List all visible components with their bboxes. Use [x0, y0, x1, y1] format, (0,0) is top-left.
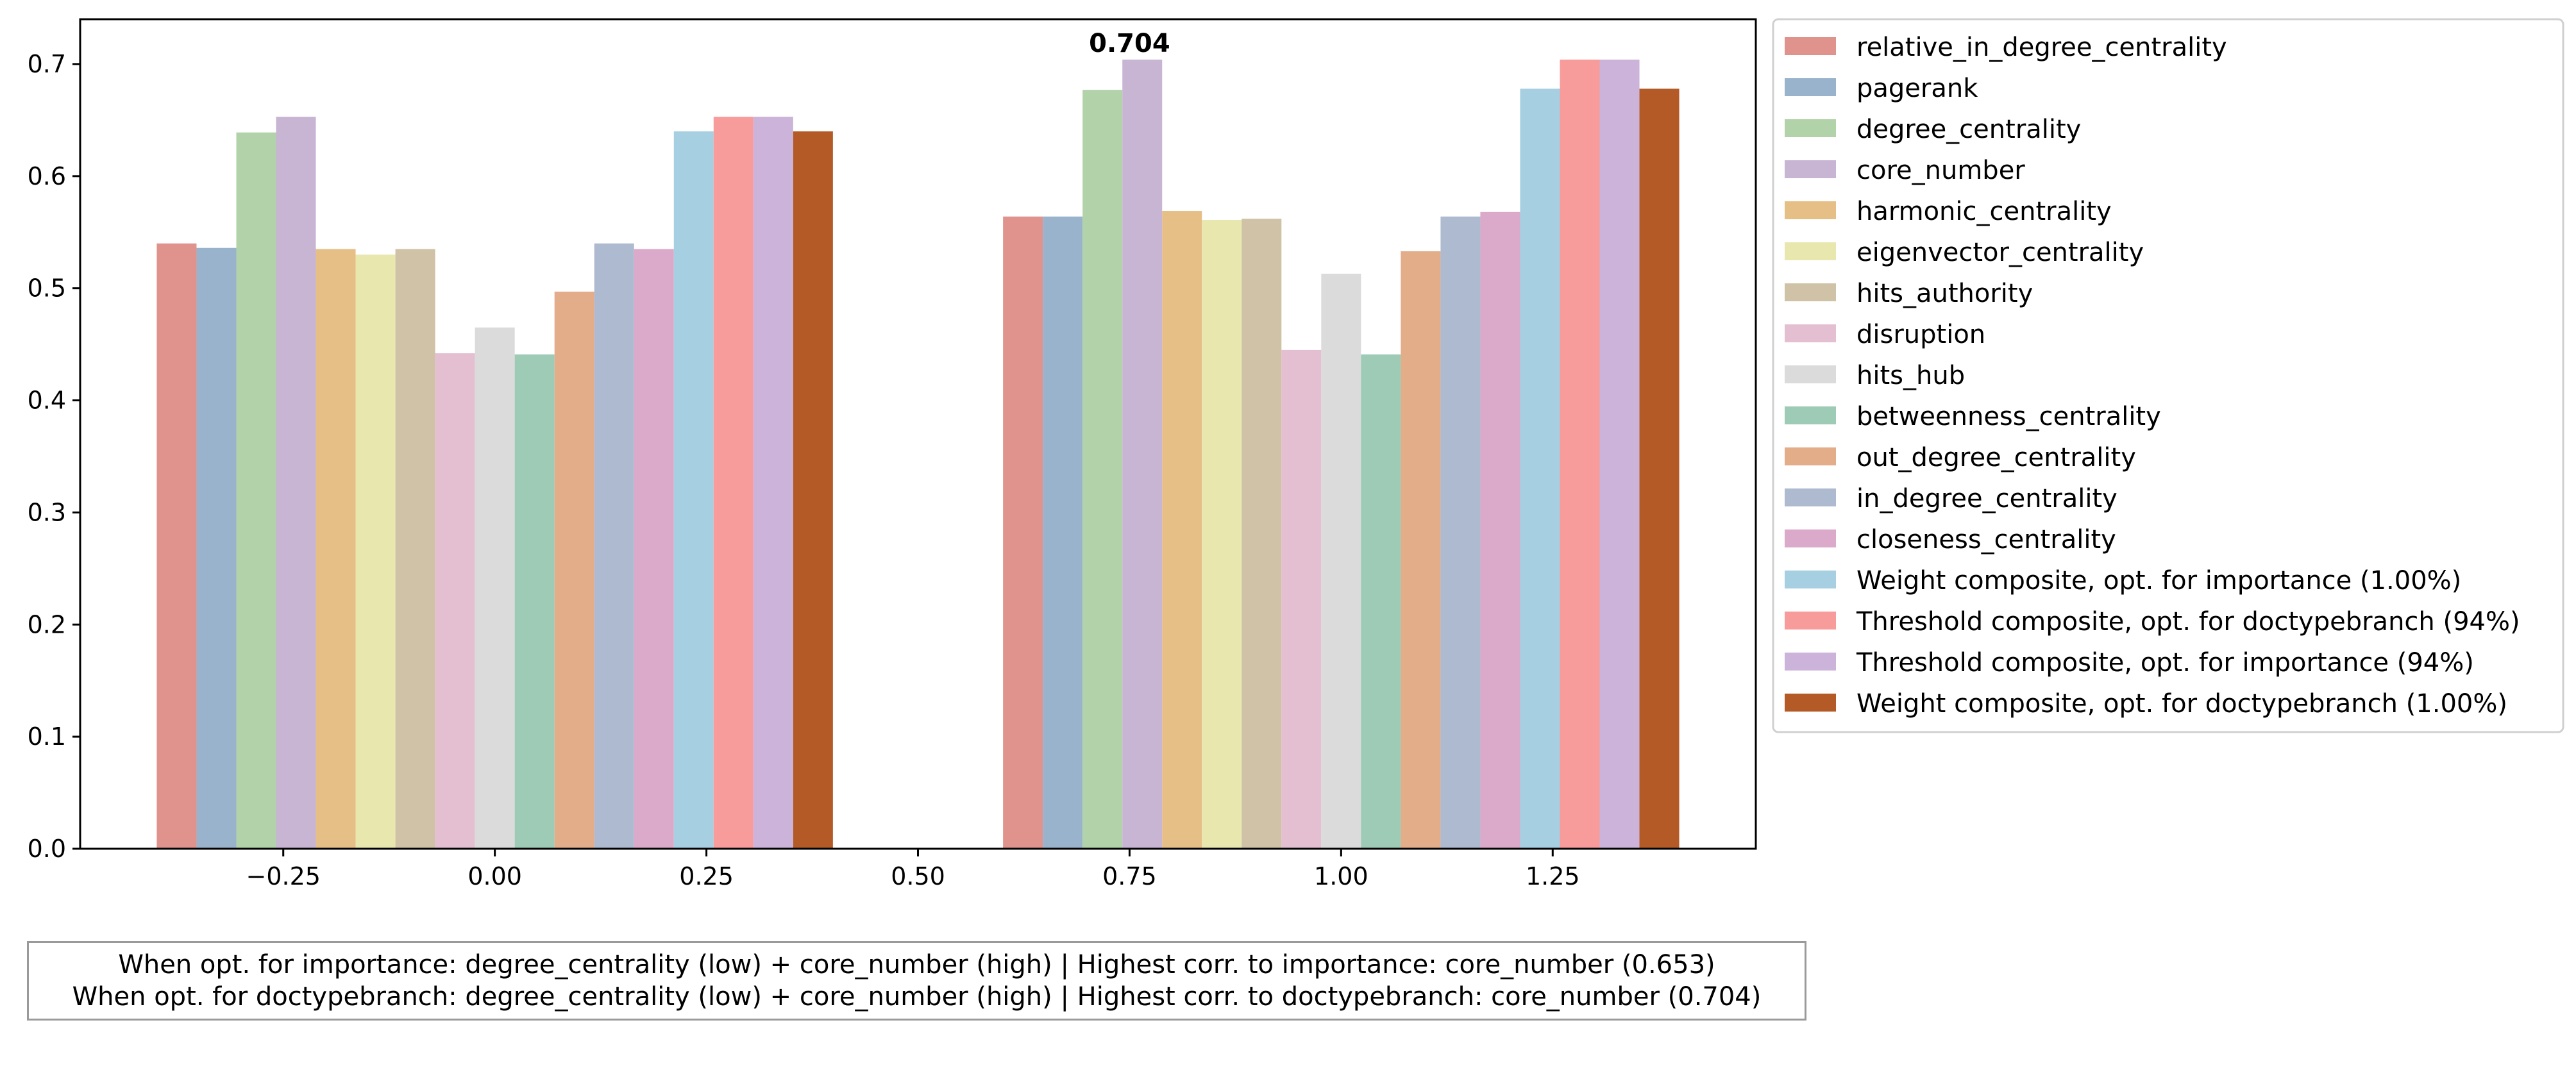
legend-label-disruption: disruption	[1856, 320, 1985, 349]
legend-label-threshold-composite-opt-for-importance-94: Threshold composite, opt. for importance…	[1856, 648, 2474, 678]
y-tick-label: 0.2	[28, 610, 66, 638]
summary-footnote: When opt. for importance: degree_central…	[27, 941, 1806, 1021]
legend-label-weight-composite-opt-for-importance-1-00: Weight composite, opt. for importance (1…	[1856, 566, 2461, 596]
x-tick-label: −0.25	[246, 862, 321, 890]
bar-degree-centrality-group-0	[236, 132, 276, 849]
legend-swatch-in-degree-centrality	[1785, 488, 1836, 506]
x-axis: −0.25 0.00 0.25 0.50 0.75 1.00 1.25	[246, 849, 1580, 890]
legend-label-pagerank: pagerank	[1856, 74, 1978, 103]
legend-box	[1772, 18, 2564, 733]
y-tick-label: 0.5	[28, 274, 66, 303]
legend-swatch-disruption	[1785, 324, 1836, 342]
legend-label-in-degree-centrality: in_degree_centrality	[1856, 484, 2117, 513]
legend-swatch-hits-hub	[1785, 365, 1836, 383]
bar-pagerank-group-0	[196, 247, 237, 849]
bar-in-degree-centrality-group-1	[1440, 216, 1481, 849]
bar-eigenvector-centrality-group-0	[355, 254, 396, 849]
bar-out-degree-centrality-group-0	[554, 291, 594, 849]
bar-threshold-composite-opt-for-doctypebranch-94-group-0	[713, 117, 753, 849]
bar-betweenness-centrality-group-0	[514, 354, 555, 849]
legend-label-threshold-composite-opt-for-doctypebranch-94: Threshold composite, opt. for doctypebra…	[1856, 607, 2520, 637]
bar-core-number-group-0	[276, 117, 316, 849]
legend-label-eigenvector-centrality: eigenvector_centrality	[1856, 238, 2144, 267]
legend-label-closeness-centrality: closeness_centrality	[1856, 525, 2116, 555]
legend-swatch-degree-centrality	[1785, 119, 1836, 137]
footnote-line-importance: When opt. for importance: degree_central…	[118, 950, 1715, 980]
footnote-line-doctypebranch: When opt. for doctypebranch: degree_cent…	[72, 982, 1762, 1012]
value-annotation: 0.704	[1089, 29, 1170, 58]
bar-pagerank-group-1	[1043, 216, 1083, 849]
y-tick-label: 0.6	[28, 162, 66, 190]
legend-swatch-weight-composite-opt-for-importance-1-00	[1785, 571, 1836, 588]
x-tick-label: 1.00	[1314, 862, 1368, 890]
x-tick-label: 0.00	[467, 862, 522, 890]
bar-threshold-composite-opt-for-doctypebranch-94-group-1	[1560, 59, 1600, 849]
bar-harmonic-centrality-group-0	[316, 249, 356, 849]
bar-disruption-group-0	[435, 353, 475, 849]
bars-layer	[156, 59, 1679, 849]
x-tick-label: 1.25	[1526, 862, 1580, 890]
bar-out-degree-centrality-group-1	[1401, 251, 1441, 849]
legend-swatch-threshold-composite-opt-for-importance-94	[1785, 653, 1836, 671]
legend-label-out-degree-centrality: out_degree_centrality	[1856, 443, 2136, 472]
legend-label-relative-in-degree-centrality: relative_in_degree_centrality	[1856, 33, 2227, 62]
bar-eigenvector-centrality-group-1	[1202, 220, 1242, 849]
bar-closeness-centrality-group-1	[1480, 212, 1520, 849]
legend-label-core-number: core_number	[1856, 156, 2025, 185]
legend-swatch-weight-composite-opt-for-doctypebranch-1-00	[1785, 694, 1836, 712]
legend-label-harmonic-centrality: harmonic_centrality	[1856, 197, 2112, 226]
legend-swatch-betweenness-centrality	[1785, 406, 1836, 424]
bar-degree-centrality-group-1	[1082, 90, 1123, 849]
legend-swatch-threshold-composite-opt-for-doctypebranch-94	[1785, 612, 1836, 630]
legend-label-betweenness-centrality: betweenness_centrality	[1856, 402, 2161, 431]
bar-threshold-composite-opt-for-importance-94-group-1	[1599, 59, 1640, 849]
y-tick-label: 0.4	[28, 387, 66, 415]
legend: relative_in_degree_centrality pagerank deg…	[1772, 18, 2564, 733]
legend-swatch-core-number	[1785, 160, 1836, 178]
y-tick-label: 0.0	[28, 835, 66, 863]
y-tick-label: 0.7	[28, 50, 66, 78]
legend-swatch-out-degree-centrality	[1785, 447, 1836, 465]
bar-hits-authority-group-0	[395, 249, 435, 849]
legend-swatch-pagerank	[1785, 78, 1836, 96]
legend-swatch-harmonic-centrality	[1785, 201, 1836, 219]
bar-betweenness-centrality-group-1	[1361, 354, 1401, 849]
annotations-layer: 0.704	[1089, 29, 1170, 58]
bar-in-degree-centrality-group-0	[594, 243, 634, 849]
bar-hits-hub-group-1	[1321, 273, 1361, 849]
legend-swatch-closeness-centrality	[1785, 529, 1836, 547]
y-axis: 0.0 0.1 0.2 0.3 0.4 0.5 0.6 0.7	[28, 50, 80, 863]
legend-label-degree-centrality: degree_centrality	[1856, 115, 2081, 144]
legend-swatch-hits-authority	[1785, 283, 1836, 301]
legend-swatch-relative-in-degree-centrality	[1785, 37, 1836, 55]
x-tick-label: 0.25	[679, 862, 734, 890]
legend-label-hits-hub: hits_hub	[1856, 361, 1965, 390]
bar-weight-composite-opt-for-importance-1-00-group-1	[1520, 88, 1560, 849]
bar-relative-in-degree-centrality-group-1	[1003, 216, 1043, 849]
bar-threshold-composite-opt-for-importance-94-group-0	[753, 117, 793, 849]
bar-relative-in-degree-centrality-group-0	[156, 243, 197, 849]
bar-core-number-group-1	[1122, 59, 1163, 849]
bar-weight-composite-opt-for-doctypebranch-1-00-group-1	[1639, 88, 1679, 849]
bar-weight-composite-opt-for-doctypebranch-1-00-group-0	[793, 131, 833, 849]
x-tick-label: 0.75	[1102, 862, 1157, 890]
bar-hits-authority-group-1	[1242, 219, 1282, 849]
bar-closeness-centrality-group-0	[634, 249, 674, 849]
x-tick-label: 0.50	[891, 862, 945, 890]
legend-swatch-eigenvector-centrality	[1785, 242, 1836, 260]
bar-disruption-group-1	[1281, 349, 1322, 849]
bar-hits-hub-group-0	[475, 327, 515, 849]
bar-weight-composite-opt-for-importance-1-00-group-0	[673, 131, 714, 849]
bar-harmonic-centrality-group-1	[1162, 211, 1202, 849]
legend-label-weight-composite-opt-for-doctypebranch-1-00: Weight composite, opt. for doctypebranch…	[1856, 689, 2507, 719]
y-tick-label: 0.1	[28, 722, 66, 751]
legend-label-hits-authority: hits_authority	[1856, 279, 2033, 308]
y-tick-label: 0.3	[28, 498, 66, 526]
